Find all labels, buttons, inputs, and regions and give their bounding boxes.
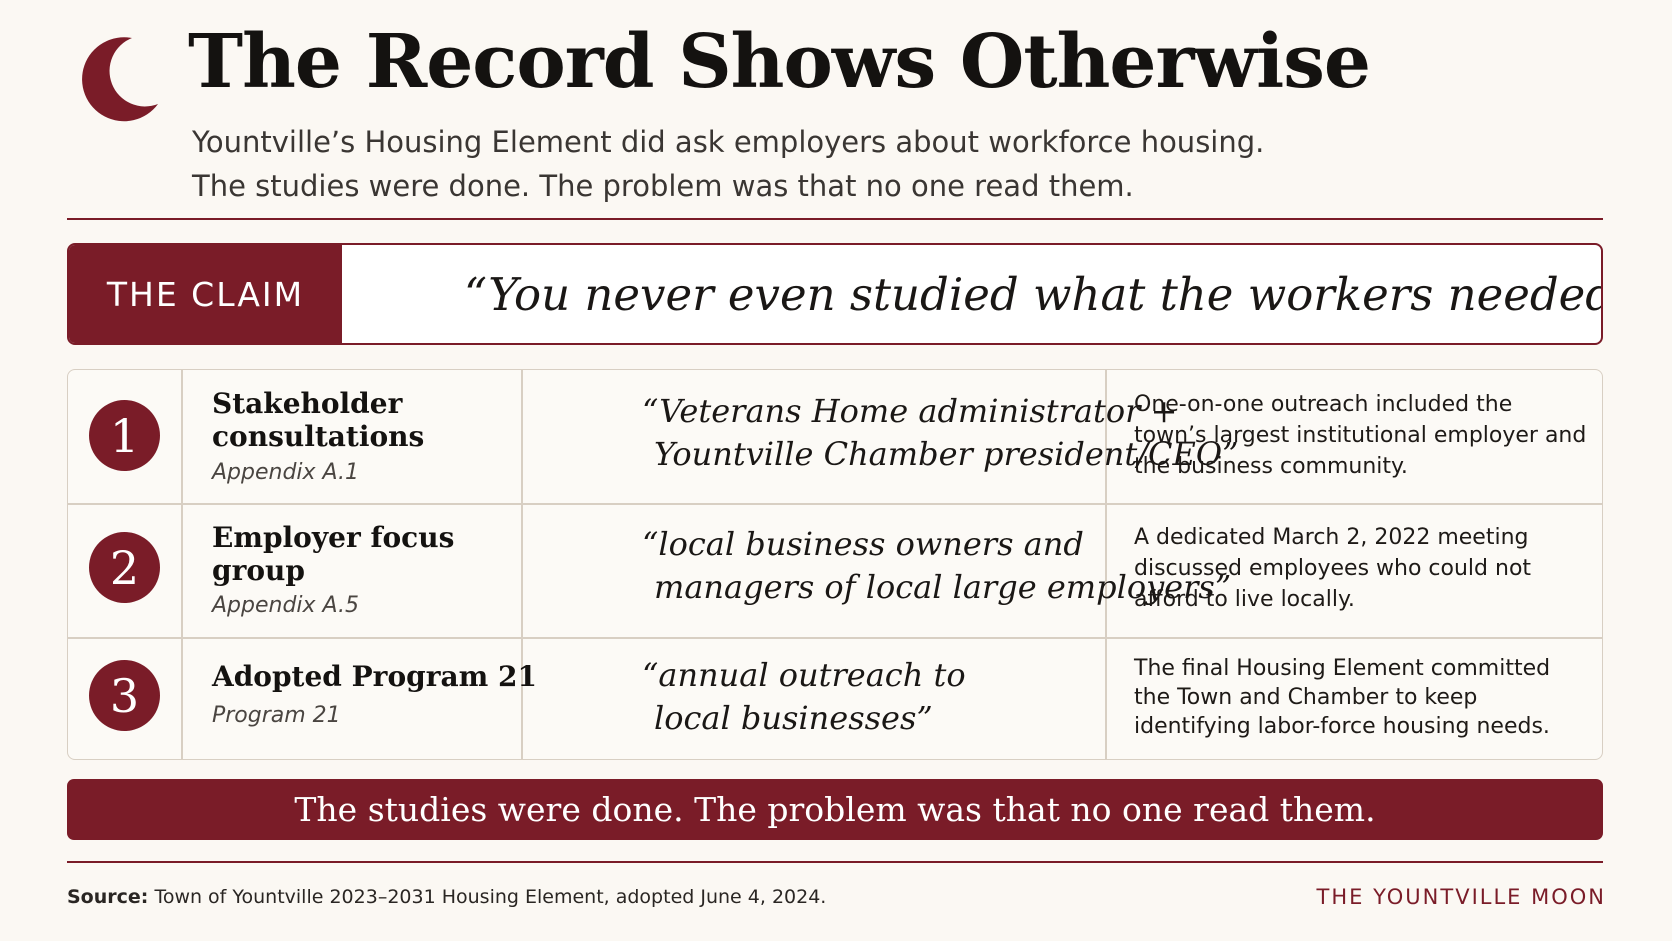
publication-brand: THE YOUNTVILLE MOON <box>1316 885 1606 909</box>
column-divider <box>181 370 183 759</box>
crescent-moon-icon <box>82 37 158 122</box>
subtitle-line-1: Yountville’s Housing Element did ask emp… <box>192 125 1265 159</box>
row-reference: Appendix A.5 <box>212 593 359 618</box>
subtitle: Yountville’s Housing Element did ask emp… <box>192 120 1264 208</box>
row-quote-line-1: “local business owners and <box>642 525 1084 563</box>
row-description: A dedicated March 2, 2022 meeting discus… <box>1134 525 1532 612</box>
row-description: The final Housing Element committed the … <box>1134 656 1551 739</box>
page-title: The Record Shows Otherwise <box>188 19 1371 105</box>
table-row: 1 Stakeholder consultations Appendix A.1… <box>68 370 1602 503</box>
row-quote-line-2: Yountville Chamber president/CEO” <box>654 435 1239 473</box>
table-row: 3 Adopted Program 21 Program 21 “annual … <box>68 638 1602 759</box>
row-quote-line-2: managers of local large employers” <box>654 568 1232 606</box>
table-row: 2 Employer focus group Appendix A.5 “loc… <box>68 504 1602 637</box>
row-quote: “Veterans Home administrator + Yountvill… <box>642 390 1238 476</box>
row-reference: Program 21 <box>212 703 341 728</box>
claim-tag: THE CLAIM <box>69 245 342 343</box>
claim-box: THE CLAIM “You never even studied what t… <box>67 243 1603 345</box>
source-note: Source: Town of Yountville 2023–2031 Hou… <box>67 886 826 908</box>
row-quote: “local business owners and managers of l… <box>642 523 1231 609</box>
claim-quote: “You never even studied what the workers… <box>464 267 1603 321</box>
subtitle-line-2: The studies were done. The problem was t… <box>192 169 1134 203</box>
column-divider <box>521 370 523 759</box>
row-divider <box>68 637 1602 639</box>
source-text: Town of Yountville 2023–2031 Housing Ele… <box>154 886 827 908</box>
row-quote: “annual outreach to local businesses” <box>642 654 966 740</box>
row-reference: Appendix A.1 <box>212 460 359 485</box>
row-title: Adopted Program 21 <box>212 660 537 693</box>
source-label: Source: <box>67 886 149 908</box>
row-title: Stakeholder consultations <box>212 387 425 453</box>
column-divider <box>1105 370 1107 759</box>
row-number-badge: 3 <box>89 660 160 731</box>
row-divider <box>68 503 1602 505</box>
row-title: Employer focus group <box>212 521 455 587</box>
row-description: One-on-one outreach included the town’s … <box>1134 392 1587 479</box>
evidence-table: 1 Stakeholder consultations Appendix A.1… <box>67 369 1603 760</box>
row-number-badge: 1 <box>89 400 160 471</box>
row-number-badge: 2 <box>89 532 160 603</box>
row-quote-line-2: local businesses” <box>654 699 933 737</box>
row-quote-line-1: “annual outreach to <box>642 656 966 694</box>
header-divider <box>67 218 1603 220</box>
conclusion-banner: The studies were done. The problem was t… <box>67 779 1603 840</box>
row-quote-line-1: “Veterans Home administrator + <box>642 392 1178 430</box>
footer-divider <box>67 861 1603 863</box>
